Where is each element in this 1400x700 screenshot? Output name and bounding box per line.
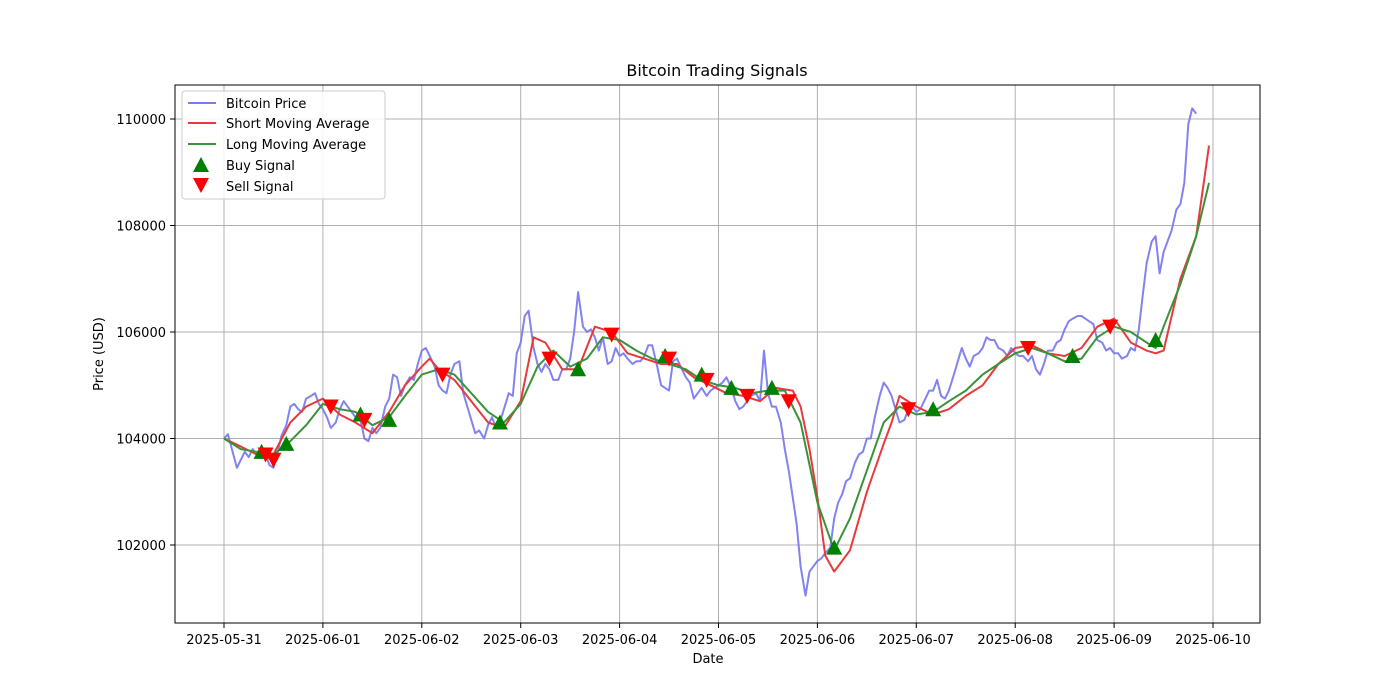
- sell-signal-marker: [356, 412, 373, 428]
- buy-signal-marker: [1064, 347, 1081, 363]
- y-tick-label: 102000: [116, 539, 166, 554]
- sell-signal-marker: [541, 351, 558, 367]
- buy-signal-marker: [826, 539, 843, 555]
- legend-box: [181, 90, 386, 200]
- sell-signal-marker: [698, 372, 715, 388]
- sell-signal-marker: [322, 399, 339, 415]
- buy-signal-marker: [381, 411, 398, 427]
- chart-title: Bitcoin Trading Signals: [626, 61, 807, 80]
- y-axis-label: Price (USD): [92, 317, 107, 391]
- x-tick-label: 2025-06-03: [483, 633, 559, 648]
- y-tick-label: 110000: [116, 113, 166, 128]
- signal-markers: [253, 319, 1164, 555]
- sell-signal-marker: [603, 327, 620, 343]
- sell-signal-marker: [661, 351, 678, 367]
- y-tick-label: 108000: [116, 220, 166, 235]
- buy-signal-marker: [278, 435, 295, 451]
- bitcoin-price-line: [223, 107, 1197, 597]
- legend: Bitcoin Price Short Moving Average Long …: [181, 90, 386, 200]
- sell-signal-marker: [1102, 319, 1119, 335]
- legend-label-sell: Sell Signal: [226, 180, 294, 195]
- x-tick-label: 2025-06-07: [879, 633, 955, 648]
- x-tick-label: 2025-06-05: [681, 633, 757, 648]
- buy-signal-triangle-up-icon: [193, 157, 209, 172]
- y-tick-label: 106000: [116, 326, 166, 341]
- y-tick-label: 104000: [116, 433, 166, 448]
- x-tick-label: 2025-06-06: [780, 633, 856, 648]
- x-tick-label: 2025-06-04: [582, 633, 658, 648]
- x-tick-label: 2025-06-01: [285, 633, 361, 648]
- buy-signal-marker: [570, 361, 587, 377]
- buy-signal-marker: [491, 414, 508, 430]
- sell-signal-marker: [265, 452, 282, 468]
- x-tick-label: 2025-06-10: [1175, 633, 1251, 648]
- buy-signal-marker: [723, 379, 740, 395]
- x-tick-label: 2025-06-08: [977, 633, 1053, 648]
- sell-signal-marker: [257, 447, 274, 463]
- sell-signal-marker: [739, 388, 756, 404]
- sell-signal-triangle-down-icon: [193, 178, 209, 193]
- sell-signal-marker: [780, 394, 797, 410]
- buy-signal-marker: [925, 401, 942, 417]
- x-tick-label: 2025-06-02: [384, 633, 460, 648]
- axis-ticks: 2025-05-31 2025-06-01 2025-06-02 2025-06-03…: [116, 113, 1250, 648]
- sell-signal-marker: [900, 402, 917, 418]
- grid-lines: [175, 85, 1260, 623]
- legend-label-short-ma: Short Moving Average: [226, 117, 370, 132]
- legend-label-buy: Buy Signal: [226, 159, 295, 174]
- sell-signal-marker: [1020, 340, 1037, 356]
- buy-signal-marker: [763, 379, 780, 395]
- sell-signal-marker: [434, 367, 451, 383]
- x-tick-label: 2025-05-31: [186, 633, 262, 648]
- x-axis-label: Date: [692, 652, 723, 667]
- plot-area-frame: [174, 84, 1261, 624]
- legend-label-long-ma: Long Moving Average: [226, 138, 366, 153]
- buy-signal-marker: [1147, 331, 1164, 347]
- long-moving-average-line: [223, 182, 1210, 552]
- legend-label-price: Bitcoin Price: [226, 97, 306, 112]
- x-tick-label: 2025-06-09: [1076, 633, 1152, 648]
